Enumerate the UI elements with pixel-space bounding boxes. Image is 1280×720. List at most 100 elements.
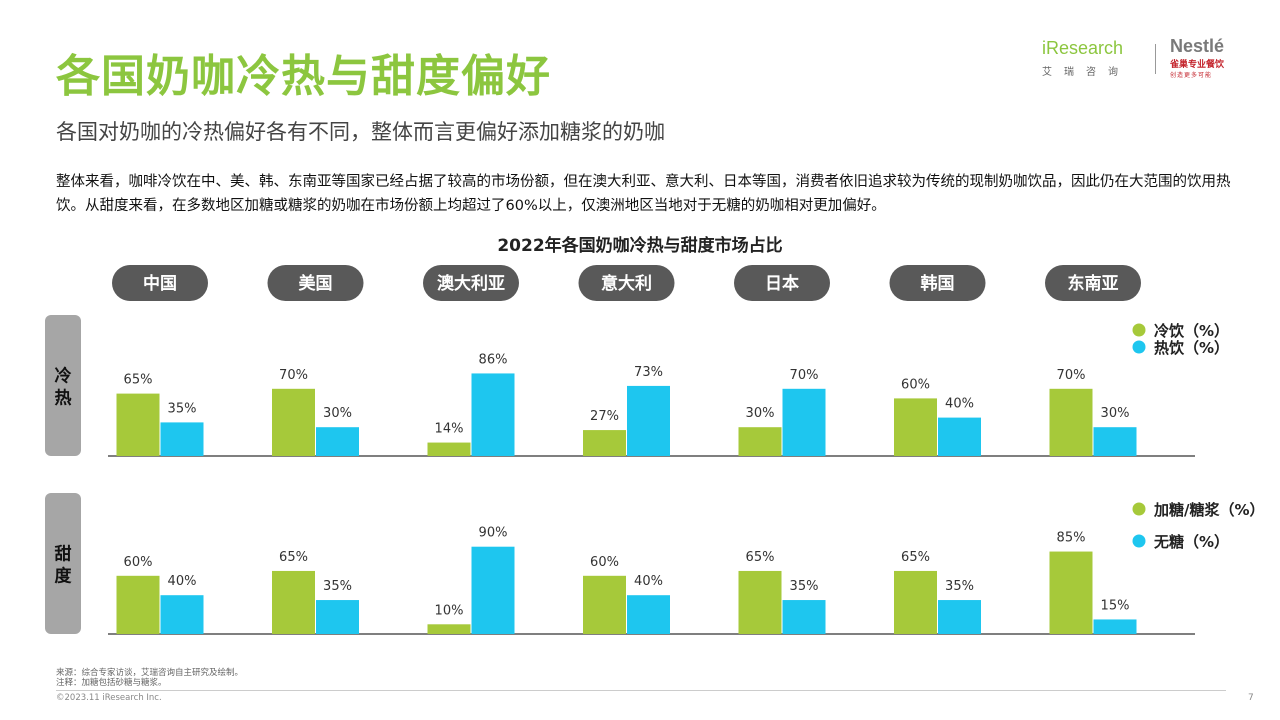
page-title: 各国奶咖冷热与甜度偏好 xyxy=(56,51,551,102)
data-label: 40% xyxy=(168,574,197,589)
bar xyxy=(938,600,981,634)
bar xyxy=(1049,388,1093,456)
nestle-logo-cn: 雀巢专业餐饮 xyxy=(1170,60,1225,70)
legend-label: 无糖（%） xyxy=(1153,533,1229,551)
data-label: 73% xyxy=(634,365,663,380)
country-label: 韩国 xyxy=(921,273,955,294)
panel-side-box xyxy=(45,315,81,456)
country-label: 美国 xyxy=(299,273,333,294)
page-number: 7 xyxy=(1248,693,1254,703)
legend-label: 加糖/糖浆（%） xyxy=(1153,501,1265,519)
bar xyxy=(894,398,937,456)
data-label: 35% xyxy=(323,579,352,594)
data-label: 40% xyxy=(634,574,663,589)
legend-label: 热饮（%） xyxy=(1154,339,1229,357)
footer-divider xyxy=(56,690,1226,691)
data-label: 14% xyxy=(435,422,464,437)
bar xyxy=(738,427,782,456)
bar xyxy=(583,430,626,456)
bar xyxy=(1049,551,1093,634)
bar xyxy=(316,427,359,456)
data-label: 70% xyxy=(790,368,819,383)
source-note: 来源：综合专家访谈，艾瑞咨询自主研究及绘制。 xyxy=(56,668,244,678)
bar xyxy=(471,373,515,456)
iresearch-logo-text: iResearch xyxy=(1042,38,1124,58)
bar xyxy=(583,575,626,634)
data-label: 90% xyxy=(479,526,508,541)
bar xyxy=(427,442,471,456)
bar xyxy=(116,393,160,456)
country-label: 日本 xyxy=(765,273,799,294)
bar xyxy=(782,388,826,456)
country-pill xyxy=(267,265,364,301)
panel-side-label: 度 xyxy=(55,566,73,587)
bar xyxy=(1093,619,1137,634)
data-label: 35% xyxy=(945,579,974,594)
footer-notes: 来源：综合专家访谈，艾瑞咨询自主研究及绘制。 注释：加糖包括砂糖与糖浆。 xyxy=(56,668,243,688)
data-label: 86% xyxy=(479,352,508,367)
bar xyxy=(782,600,826,634)
data-label: 35% xyxy=(168,401,197,416)
country-pill xyxy=(734,265,830,301)
logo-divider xyxy=(1155,44,1156,74)
legend-label: 冷饮（%） xyxy=(1154,322,1229,340)
data-label: 30% xyxy=(746,406,775,421)
data-label: 65% xyxy=(901,550,930,565)
data-label: 15% xyxy=(1101,598,1130,613)
bar xyxy=(1093,427,1137,456)
panel-side-box xyxy=(45,493,81,634)
country-label: 澳大利亚 xyxy=(437,273,505,294)
panel-side-label: 冷 xyxy=(55,366,72,387)
bar xyxy=(938,417,981,456)
bar xyxy=(738,570,782,634)
nestle-logo-text: Nestlé xyxy=(1170,36,1225,56)
country-pill xyxy=(578,265,675,301)
annotation-note: 注释：加糖包括砂糖与糖浆。 xyxy=(56,678,167,688)
bar xyxy=(272,388,315,456)
data-label: 65% xyxy=(746,550,775,565)
bar xyxy=(116,575,160,634)
bar xyxy=(427,624,471,634)
data-label: 60% xyxy=(590,555,619,570)
copyright: ©2023.11 iResearch Inc. xyxy=(56,693,162,703)
country-pill xyxy=(1045,265,1141,301)
panel-side-label: 热 xyxy=(55,388,72,409)
data-label: 60% xyxy=(901,377,930,392)
data-label: 30% xyxy=(1101,406,1130,421)
data-label: 60% xyxy=(124,555,153,570)
legend-swatch xyxy=(1132,534,1146,548)
bar xyxy=(316,600,359,634)
page-subtitle: 各国对奶咖的冷热偏好各有不同，整体而言更偏好添加糖浆的奶咖 xyxy=(56,120,665,144)
iresearch-logo: iResearch 艾瑞咨询 xyxy=(1042,38,1142,86)
data-label: 10% xyxy=(435,603,464,618)
bar xyxy=(894,570,937,634)
bar xyxy=(471,546,515,634)
country-label: 中国 xyxy=(143,273,177,294)
bar xyxy=(272,570,315,634)
country-pill xyxy=(112,265,208,301)
legend-swatch xyxy=(1132,340,1146,354)
country-label: 东南亚 xyxy=(1068,273,1119,294)
bar xyxy=(627,385,670,456)
legend-swatch xyxy=(1132,323,1146,337)
bar xyxy=(627,595,670,634)
body-paragraph: 整体来看，咖啡冷饮在中、美、韩、东南亚等国家已经占据了较高的市场份额，但在澳大利… xyxy=(56,174,1231,214)
chart-title: 2022年各国奶咖冷热与甜度市场占比 xyxy=(497,236,783,256)
data-label: 70% xyxy=(279,368,308,383)
data-label: 65% xyxy=(124,373,153,388)
nestle-logo: Nestlé 雀巢专业餐饮 创造更多可能 xyxy=(1170,36,1250,86)
nestle-logo-tagline: 创造更多可能 xyxy=(1170,72,1213,79)
data-label: 65% xyxy=(279,550,308,565)
data-label: 30% xyxy=(323,406,352,421)
country-label: 意大利 xyxy=(601,273,652,294)
data-label: 35% xyxy=(790,579,819,594)
data-label: 40% xyxy=(945,397,974,412)
data-label: 27% xyxy=(590,409,619,424)
bar xyxy=(160,595,204,634)
bar xyxy=(160,422,204,456)
data-label: 85% xyxy=(1057,531,1086,546)
iresearch-logo-cn: 艾瑞咨询 xyxy=(1042,67,1130,78)
data-label: 70% xyxy=(1057,368,1086,383)
legend-swatch xyxy=(1132,502,1146,516)
